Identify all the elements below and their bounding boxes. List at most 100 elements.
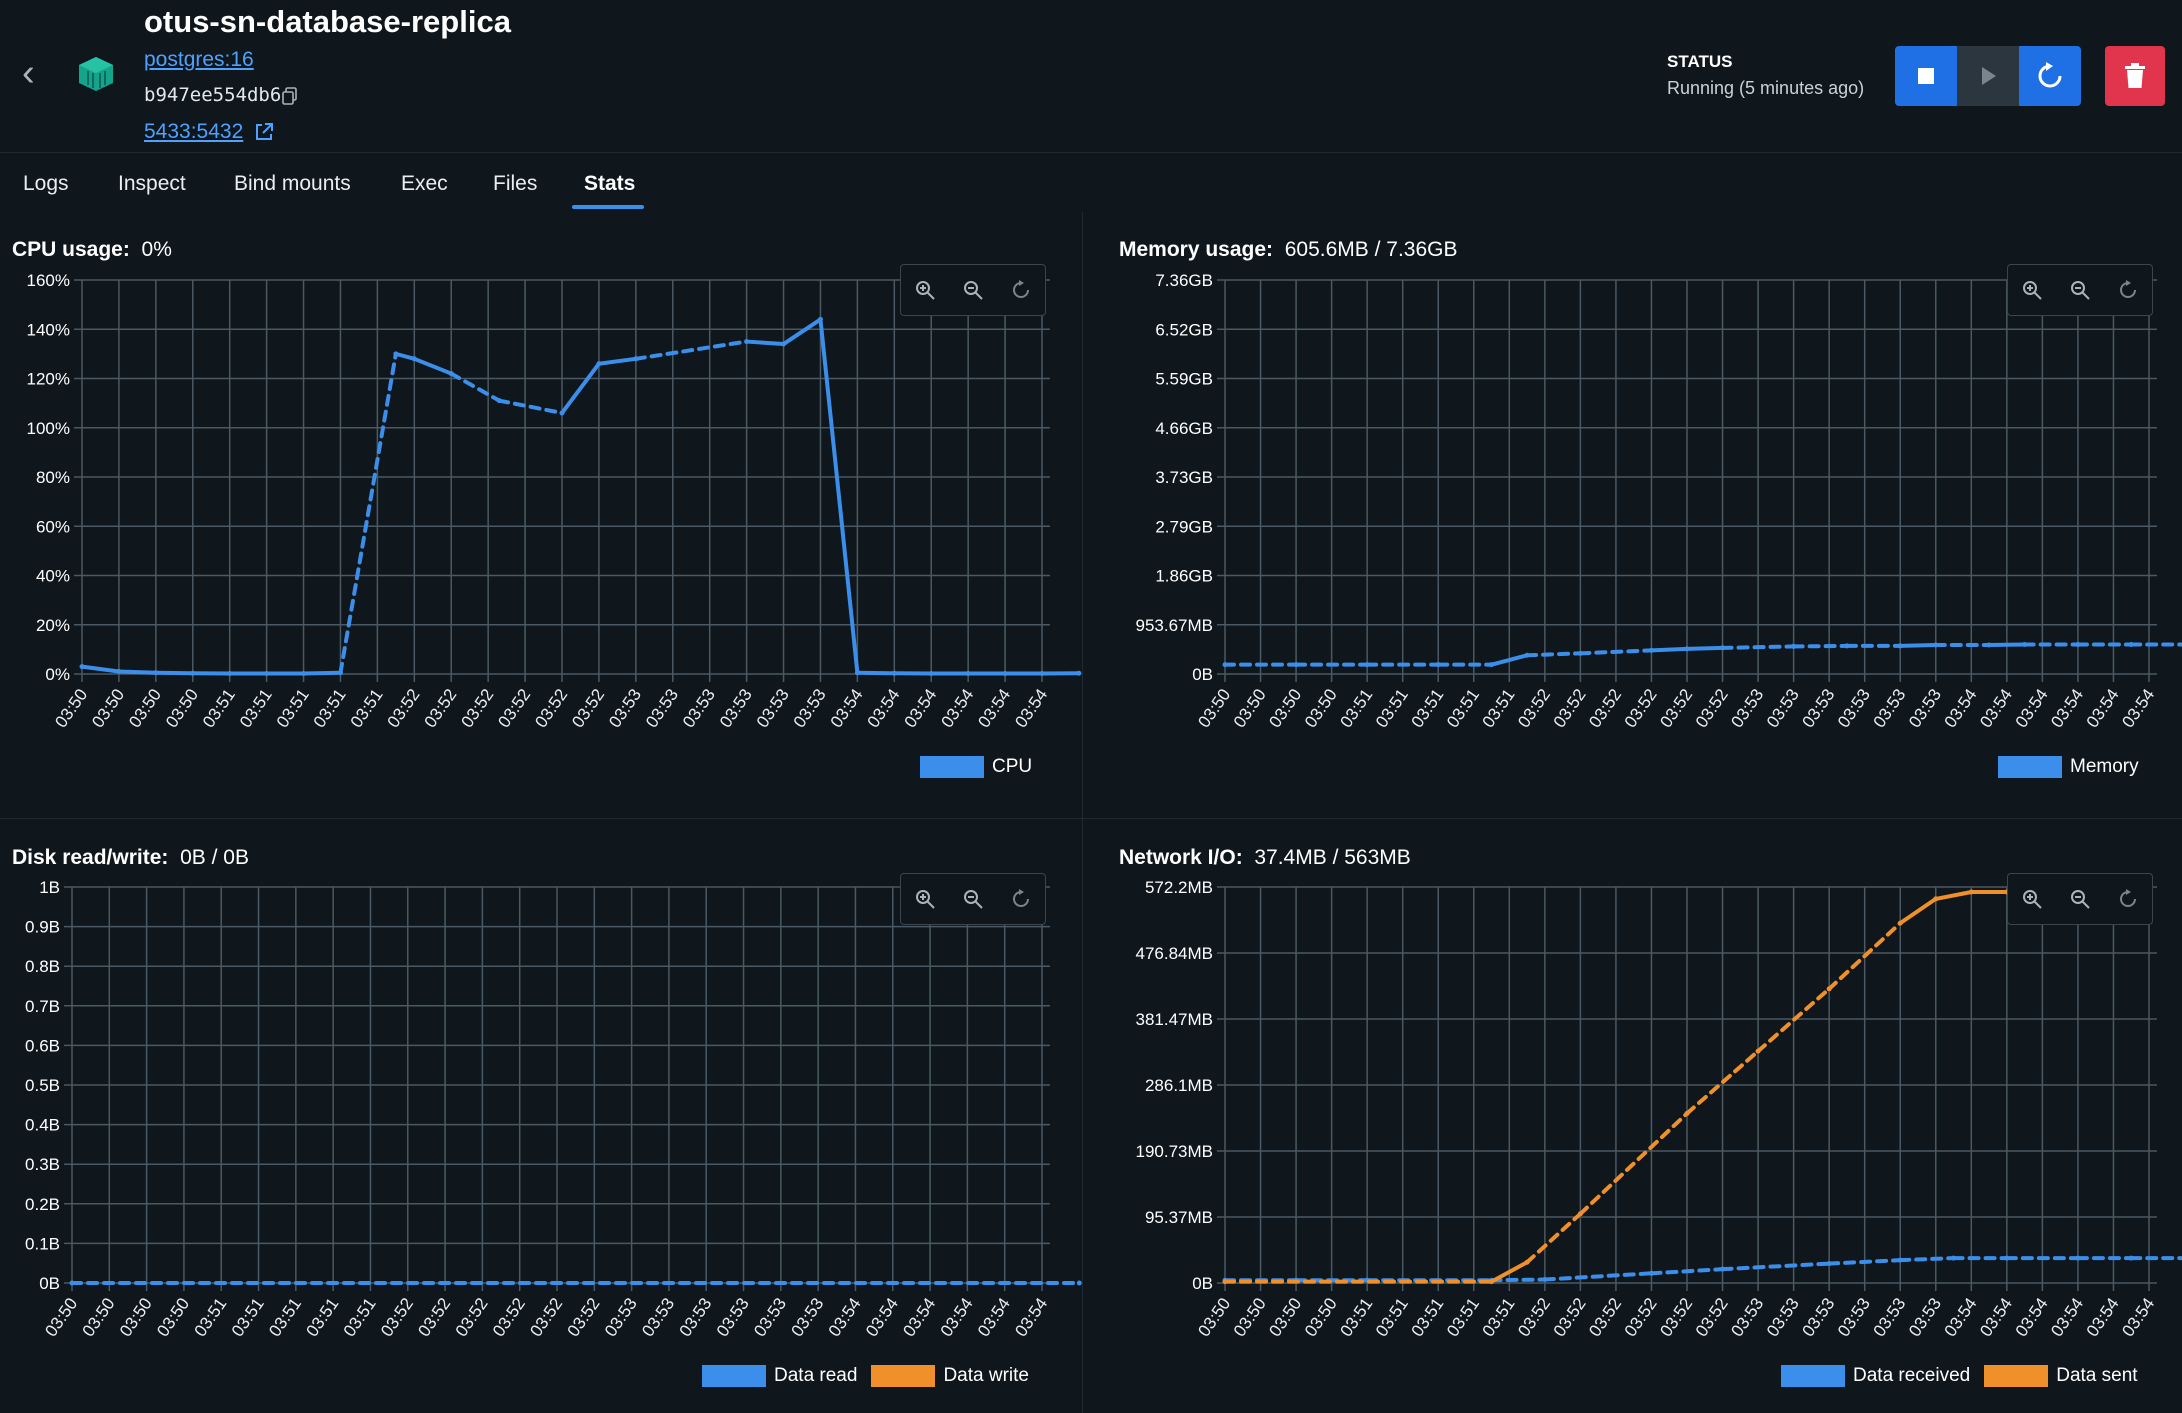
back-chevron-icon[interactable]: ‹: [22, 52, 35, 94]
x-tick-label: 03:54: [2012, 1294, 2052, 1340]
image-link[interactable]: postgres:16: [144, 48, 254, 71]
x-tick-label: 03:50: [153, 1294, 193, 1340]
x-tick-label: 03:54: [1941, 685, 1981, 731]
memory-data-point: [1577, 650, 1583, 656]
copy-icon[interactable]: [282, 87, 298, 105]
y-tick-label: 0.7B: [25, 997, 60, 1016]
network-legend-swatch-received[interactable]: [1781, 1365, 1845, 1387]
delete-button[interactable]: [2105, 46, 2165, 106]
memory-zoom-toolbar: [2007, 264, 2153, 316]
network-series-1-segment: [1489, 1260, 1530, 1284]
x-tick-label: 03:54: [1941, 1294, 1981, 1340]
disk-legend-swatch-read[interactable]: [702, 1365, 766, 1387]
memory-data-point: [1844, 643, 1850, 649]
cpu-chart: 03:5003:5003:5003:5003:5103:5103:5103:51…: [27, 271, 1082, 731]
cpu-data-point: [891, 670, 897, 676]
port-link[interactable]: 5433:5432: [144, 120, 244, 143]
x-tick-label: 03:52: [1585, 1294, 1625, 1340]
zoom-out-icon[interactable]: [2062, 272, 2098, 308]
y-tick-label: 4.66GB: [1155, 419, 1213, 438]
zoom-in-icon[interactable]: [2014, 272, 2050, 308]
x-tick-label: 03:53: [1763, 685, 1803, 731]
x-tick-label: 03:54: [2118, 685, 2158, 731]
tab-stats[interactable]: Stats: [584, 172, 636, 195]
y-tick-label: 1B: [39, 878, 60, 897]
disk-data-point: [1076, 1280, 1082, 1286]
x-tick-label: 03:52: [452, 1294, 492, 1340]
network-series-0-segment: [1542, 1271, 1654, 1282]
reset-zoom-icon[interactable]: [1003, 881, 1039, 917]
network-series-0-segment: [1898, 1256, 1956, 1263]
x-tick-label: 03:53: [753, 685, 793, 731]
x-tick-label: 03:53: [790, 685, 830, 731]
y-tick-label: 0.5B: [25, 1076, 60, 1095]
tab-inspect[interactable]: Inspect: [118, 172, 186, 195]
y-tick-label: 0B: [39, 1274, 60, 1293]
x-tick-label: 03:53: [605, 685, 645, 731]
stop-button[interactable]: [1895, 46, 1957, 106]
zoom-in-icon[interactable]: [907, 881, 943, 917]
memory-chart: 03:5003:5003:5003:5003:5103:5103:5103:51…: [1136, 271, 2182, 731]
x-tick-label: 03:52: [1550, 1294, 1590, 1340]
zoom-out-icon[interactable]: [955, 881, 991, 917]
x-tick-label: 03:52: [489, 1294, 529, 1340]
x-tick-label: 03:52: [1514, 1294, 1554, 1340]
cpu-series-0-segment: [449, 371, 502, 403]
network-chart: 03:5003:5003:5003:5003:5103:5103:5103:51…: [1136, 878, 2182, 1340]
memory-series-0-segment: [1489, 653, 1530, 667]
x-tick-label: 03:52: [1656, 1294, 1696, 1340]
y-tick-label: 953.67MB: [1136, 616, 1214, 635]
container-header: ‹ otus-sn-database-replica postgres:16 b…: [0, 0, 2182, 153]
y-tick-label: 100%: [27, 419, 70, 438]
x-tick-label: 03:54: [974, 1294, 1014, 1340]
memory-series-0-segment: [1898, 642, 1938, 648]
restart-button[interactable]: [2019, 46, 2081, 106]
network-series-0-segment: [1489, 1277, 1547, 1283]
network-data-point: [1951, 1255, 1957, 1261]
y-tick-label: 381.47MB: [1136, 1010, 1214, 1029]
network-series-1-segment: [1756, 986, 1832, 1054]
disk-usage-value: 0B / 0B: [180, 846, 249, 869]
zoom-out-icon[interactable]: [2062, 881, 2098, 917]
tab-files[interactable]: Files: [493, 172, 538, 195]
tab-exec[interactable]: Exec: [401, 172, 448, 195]
tab-logs[interactable]: Logs: [23, 172, 69, 195]
network-data-point: [1720, 1266, 1726, 1272]
network-data-point: [1968, 889, 1974, 895]
cpu-legend-swatch[interactable]: [920, 756, 984, 778]
zoom-in-icon[interactable]: [2014, 881, 2050, 917]
memory-usage-value: 605.6MB / 7.36GB: [1284, 238, 1458, 261]
reset-zoom-icon[interactable]: [2110, 272, 2146, 308]
x-tick-label: 03:51: [1372, 1294, 1412, 1340]
x-tick-label: 03:53: [713, 1294, 753, 1340]
start-button[interactable]: [1957, 46, 2019, 106]
x-tick-label: 03:52: [384, 685, 424, 731]
network-data-point: [1826, 986, 1832, 992]
x-tick-label: 03:53: [1798, 685, 1838, 731]
disk-zoom-toolbar: [900, 873, 1046, 925]
zoom-in-icon[interactable]: [907, 272, 943, 308]
cpu-series-0-segment: [412, 356, 454, 376]
x-tick-label: 03:51: [1408, 685, 1448, 731]
zoom-out-icon[interactable]: [955, 272, 991, 308]
disk-legend-label-read: Data read: [774, 1365, 858, 1386]
x-tick-label: 03:50: [1265, 1294, 1305, 1340]
cpu-data-point: [817, 316, 823, 322]
network-legend-swatch-sent[interactable]: [1984, 1365, 2049, 1387]
x-tick-label: 03:52: [531, 685, 571, 731]
disk-legend-label-write: Data write: [943, 1365, 1029, 1386]
x-tick-label: 03:51: [1372, 685, 1412, 731]
memory-data-point: [1648, 647, 1654, 653]
external-link-icon[interactable]: [254, 122, 274, 142]
y-tick-label: 140%: [27, 320, 70, 339]
memory-legend-swatch[interactable]: [1998, 756, 2062, 778]
disk-legend-swatch-write[interactable]: [871, 1365, 936, 1387]
cpu-series-0-segment: [497, 398, 564, 415]
reset-zoom-icon[interactable]: [2110, 881, 2146, 917]
reset-zoom-icon[interactable]: [1003, 272, 1039, 308]
cpu-data-point: [116, 669, 122, 675]
y-tick-label: 7.36GB: [1155, 271, 1213, 290]
memory-data-point: [1720, 645, 1726, 651]
cpu-data-point: [854, 670, 860, 676]
tab-bind-mounts[interactable]: Bind mounts: [234, 172, 351, 195]
